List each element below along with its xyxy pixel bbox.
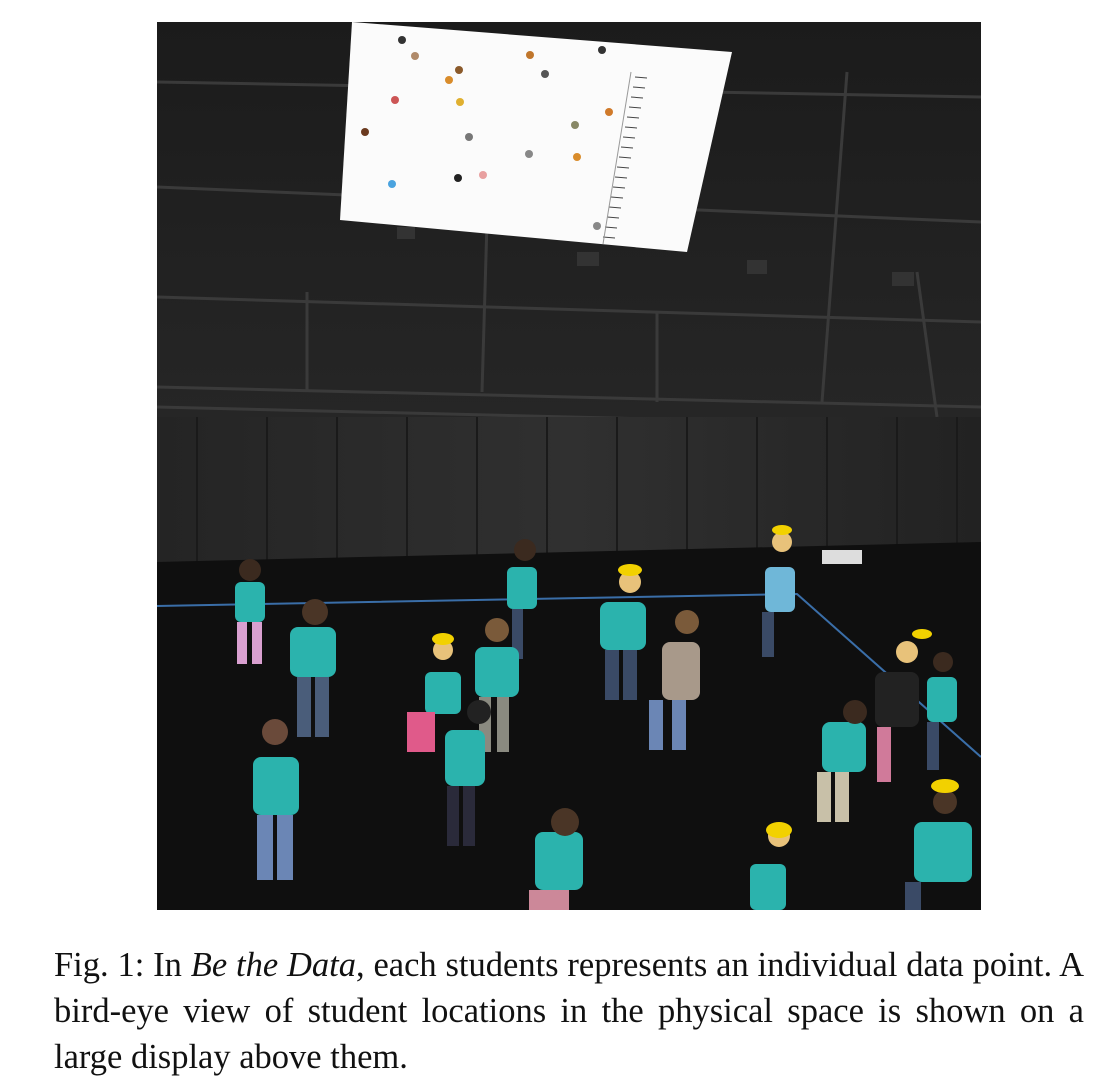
caption-prefix: Fig. 1: In bbox=[54, 946, 191, 984]
projection-screen bbox=[340, 22, 732, 252]
catwalk-lights bbox=[397, 227, 914, 286]
student bbox=[253, 719, 299, 880]
floor-tape-line bbox=[157, 592, 981, 758]
student bbox=[290, 599, 336, 737]
student bbox=[407, 633, 461, 752]
student bbox=[762, 525, 795, 657]
students bbox=[235, 525, 972, 910]
stage-floor bbox=[157, 542, 981, 910]
student bbox=[927, 652, 957, 770]
screen-legend bbox=[602, 71, 648, 245]
screen-animal-icons bbox=[361, 36, 613, 230]
figure-caption: Fig. 1: In Be the Data, each students re… bbox=[54, 942, 1084, 1080]
stage-table bbox=[822, 550, 862, 564]
stage-photo bbox=[157, 22, 981, 910]
caption-title: Be the Data bbox=[190, 946, 356, 984]
student bbox=[600, 564, 646, 700]
student bbox=[529, 808, 583, 910]
student bbox=[817, 700, 867, 822]
student bbox=[905, 779, 972, 910]
student bbox=[445, 700, 491, 846]
student bbox=[649, 610, 700, 750]
student bbox=[750, 822, 792, 910]
student bbox=[507, 539, 537, 659]
caption-rest: , each students represents an individual… bbox=[54, 946, 1084, 1076]
student bbox=[875, 629, 932, 782]
student bbox=[235, 559, 265, 664]
